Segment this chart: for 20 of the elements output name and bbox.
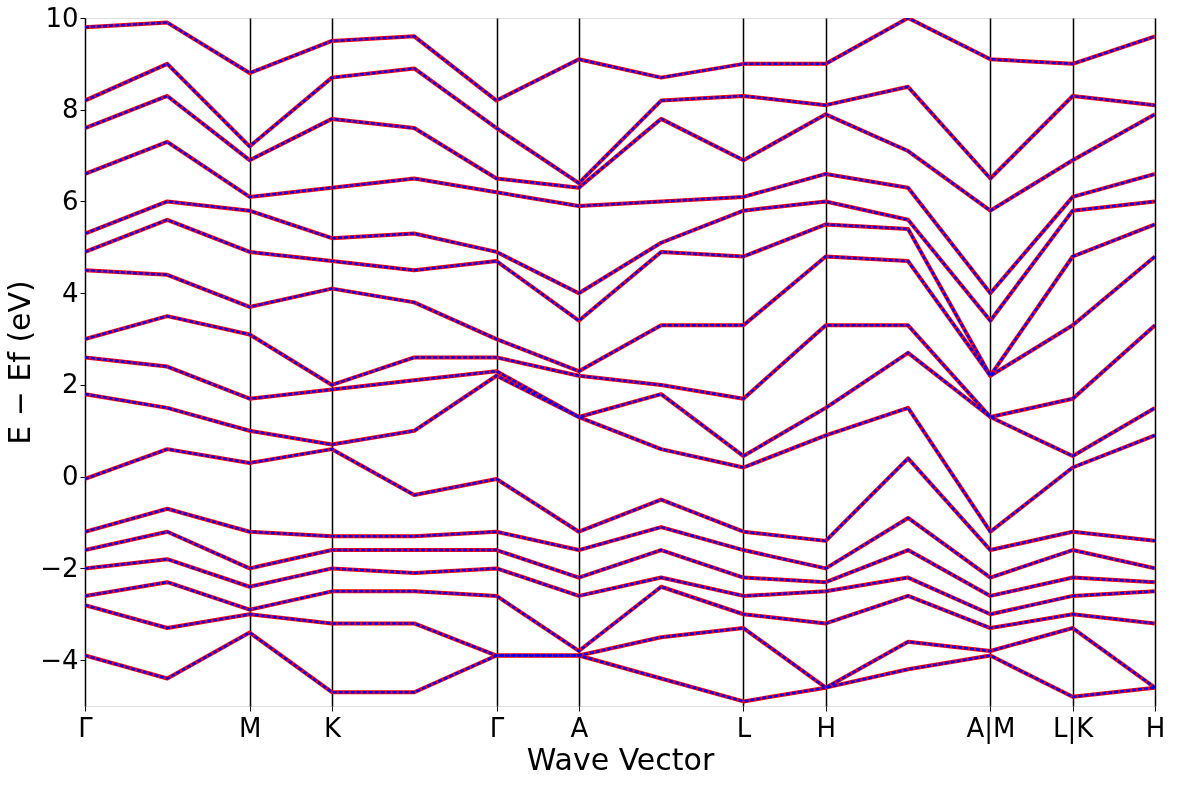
y-tick-label: 4 xyxy=(61,277,79,308)
y-tick-label: 8 xyxy=(61,94,79,125)
y-tick-label: 6 xyxy=(61,185,79,216)
x-tick-label: A xyxy=(570,712,589,743)
y-tick-label: 10 xyxy=(45,2,79,33)
y-tick-label: −4 xyxy=(40,644,79,675)
x-tick-label: L xyxy=(736,712,752,743)
x-tick-label: L|K xyxy=(1053,712,1095,744)
x-tick-label: A|M xyxy=(966,712,1016,744)
x-tick-label: K xyxy=(323,712,342,743)
x-tick-label: H xyxy=(816,712,837,743)
y-tick-label: 2 xyxy=(61,369,79,400)
x-tick-label: M xyxy=(238,712,262,743)
x-tick-label: H xyxy=(1145,712,1166,743)
y-tick-label: 0 xyxy=(61,461,79,492)
x-axis-title: Wave Vector xyxy=(526,741,715,777)
x-tick-label: Γ xyxy=(489,712,505,743)
x-tick-label: Γ xyxy=(78,712,94,743)
y-axis-title: E − Ef (eV) xyxy=(2,280,38,445)
y-tick-label: −2 xyxy=(40,552,79,583)
